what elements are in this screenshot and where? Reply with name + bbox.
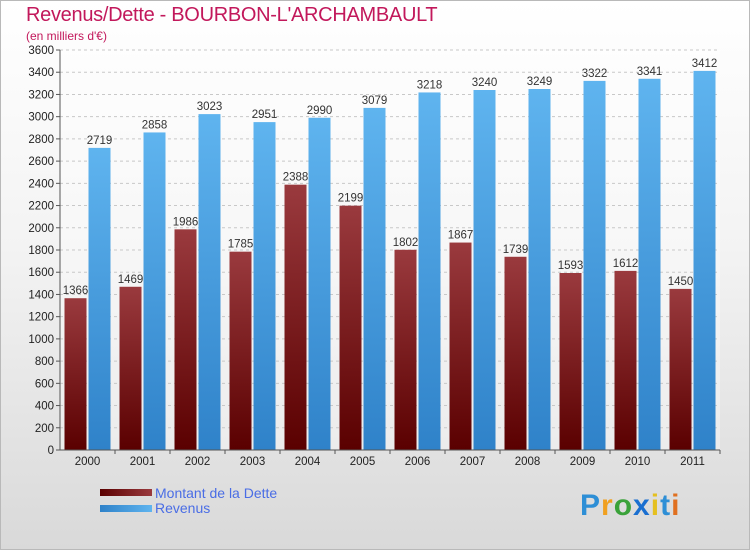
x-tick-label: 2006 bbox=[405, 456, 431, 468]
x-tick-label: 2008 bbox=[515, 456, 541, 468]
data-label-dette-2002: 1986 bbox=[173, 216, 199, 228]
bar-dette-2008 bbox=[504, 256, 527, 450]
bar-revenus-2004 bbox=[308, 117, 331, 451]
y-tick-label: 2600 bbox=[28, 156, 54, 168]
data-label-revenus-2004: 2990 bbox=[307, 105, 333, 117]
bar-revenus-2011 bbox=[693, 70, 716, 450]
data-label-revenus-2003: 2951 bbox=[252, 109, 278, 121]
x-tick-label: 2000 bbox=[75, 456, 101, 468]
y-tick-label: 600 bbox=[35, 378, 54, 390]
value-labels: 1366 2719 1469 2858 1986 3023 1785 2951 2388 2990… bbox=[63, 58, 718, 297]
bar-dette-2006 bbox=[394, 249, 417, 450]
y-tick-label: 3600 bbox=[28, 45, 54, 57]
bars bbox=[64, 70, 716, 451]
y-tick-label: 3400 bbox=[28, 67, 54, 79]
x-tick-label: 2003 bbox=[240, 456, 266, 468]
bar-revenus-2008 bbox=[528, 89, 551, 450]
data-label-dette-2001: 1469 bbox=[118, 274, 144, 286]
y-tick-label: 1400 bbox=[28, 289, 54, 301]
bar-revenus-2000 bbox=[88, 147, 111, 450]
x-tick-label: 2001 bbox=[130, 456, 156, 468]
legend-swatch-dette bbox=[100, 489, 152, 496]
bar-revenus-2006 bbox=[418, 92, 441, 450]
x-tick-label: 2004 bbox=[295, 456, 321, 468]
y-tick-label: 2200 bbox=[28, 201, 54, 213]
bar-revenus-2009 bbox=[583, 80, 606, 450]
y-tick-label: 1200 bbox=[28, 312, 54, 324]
proxiti-logo: Proxiti bbox=[580, 489, 681, 522]
y-tick-label: 3000 bbox=[28, 112, 54, 124]
x-tick-label: 2009 bbox=[570, 456, 596, 468]
y-tick-label: 2400 bbox=[28, 178, 54, 190]
data-label-revenus-2000: 2719 bbox=[87, 135, 113, 147]
bar-revenus-2001 bbox=[143, 132, 166, 450]
x-tick-label: 2010 bbox=[625, 456, 651, 468]
bar-revenus-2002 bbox=[198, 114, 221, 450]
y-tick-label: 0 bbox=[48, 445, 54, 457]
legend bbox=[100, 489, 152, 512]
y-tick-label: 3200 bbox=[28, 89, 54, 101]
y-tick-label: 200 bbox=[35, 423, 54, 435]
data-label-revenus-2006: 3218 bbox=[417, 79, 443, 91]
y-tick-label: 1000 bbox=[28, 334, 54, 346]
data-label-dette-2003: 1785 bbox=[228, 239, 254, 251]
data-label-revenus-2002: 3023 bbox=[197, 101, 223, 113]
y-tick-label: 2800 bbox=[28, 134, 54, 146]
chart-subtitle: (en milliers d'€) bbox=[26, 29, 107, 43]
bar-dette-2002 bbox=[174, 229, 197, 450]
data-label-revenus-2011: 3412 bbox=[692, 58, 718, 70]
data-label-dette-2010: 1612 bbox=[613, 258, 639, 270]
bar-dette-2001 bbox=[119, 286, 142, 450]
x-tick-label: 2007 bbox=[460, 456, 486, 468]
y-tick-label: 2000 bbox=[28, 223, 54, 235]
y-tick-label: 1600 bbox=[28, 267, 54, 279]
bar-dette-2000 bbox=[64, 298, 87, 450]
legend-label-dette: Montant de la Dette bbox=[155, 485, 278, 501]
chart-title: Revenus/Dette - BOURBON-L'ARCHAMBAULT bbox=[26, 4, 438, 26]
grid bbox=[60, 49, 720, 451]
data-label-revenus-2008: 3249 bbox=[527, 76, 553, 88]
axes: 0 200 400 600 800 1000 1200 1400 1600 1800 2000 220… bbox=[28, 45, 721, 468]
bar-dette-2003 bbox=[229, 251, 252, 450]
x-tick-label: 2011 bbox=[680, 456, 705, 468]
bar-revenus-2010 bbox=[638, 78, 661, 451]
data-label-dette-2005: 2199 bbox=[338, 193, 364, 205]
data-label-dette-2009: 1593 bbox=[558, 260, 584, 272]
data-label-revenus-2007: 3240 bbox=[472, 77, 498, 89]
bar-dette-2005 bbox=[339, 205, 362, 450]
data-label-dette-2006: 1802 bbox=[393, 237, 419, 249]
bar-revenus-2007 bbox=[473, 90, 496, 450]
x-tick-label: 2002 bbox=[185, 456, 211, 468]
data-label-revenus-2010: 3341 bbox=[637, 66, 663, 78]
bar-revenus-2005 bbox=[363, 107, 386, 450]
bar-dette-2009 bbox=[559, 273, 582, 450]
y-tick-label: 800 bbox=[35, 356, 54, 368]
data-label-dette-2011: 1450 bbox=[668, 276, 694, 288]
data-label-revenus-2001: 2858 bbox=[142, 119, 168, 131]
legend-swatch-revenus bbox=[100, 505, 152, 512]
y-tick-label: 1800 bbox=[28, 245, 54, 257]
data-label-dette-2004: 2388 bbox=[283, 172, 309, 184]
legend-label-revenus: Revenus bbox=[155, 500, 211, 516]
bar-dette-2011 bbox=[669, 288, 692, 450]
y-tick-label: 400 bbox=[35, 401, 54, 413]
bar-dette-2010 bbox=[614, 270, 637, 450]
x-tick-label: 2005 bbox=[350, 456, 376, 468]
data-label-dette-2008: 1739 bbox=[503, 244, 529, 256]
data-label-revenus-2009: 3322 bbox=[582, 68, 608, 80]
data-label-dette-2007: 1867 bbox=[448, 230, 474, 242]
bar-dette-2007 bbox=[449, 242, 472, 450]
bar-dette-2004 bbox=[284, 184, 307, 450]
data-label-dette-2000: 1366 bbox=[63, 285, 89, 297]
data-label-revenus-2005: 3079 bbox=[362, 95, 388, 107]
bar-revenus-2003 bbox=[253, 122, 276, 450]
